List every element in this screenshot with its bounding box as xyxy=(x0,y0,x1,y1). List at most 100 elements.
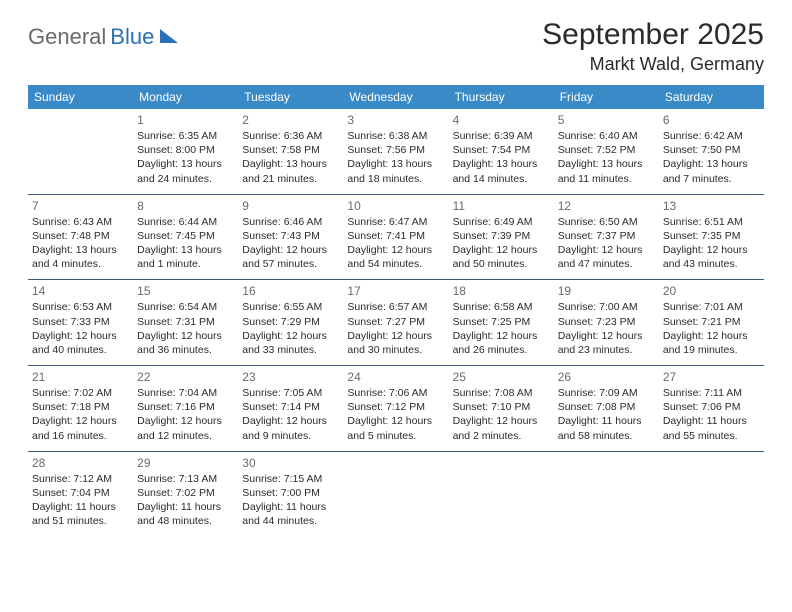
sunset-line: Sunset: 7:02 PM xyxy=(137,486,232,500)
day-number: 3 xyxy=(347,113,442,127)
week-row: 7Sunrise: 6:43 AMSunset: 7:48 PMDaylight… xyxy=(28,195,764,281)
day-number: 28 xyxy=(32,456,127,470)
daylight-line: Daylight: 12 hours and 12 minutes. xyxy=(137,414,232,442)
day-number: 9 xyxy=(242,199,337,213)
day-number: 1 xyxy=(137,113,232,127)
sunrise-line: Sunrise: 7:11 AM xyxy=(663,386,758,400)
daylight-line: Daylight: 13 hours and 4 minutes. xyxy=(32,243,127,271)
day-number: 27 xyxy=(663,370,758,384)
day-cell: 24Sunrise: 7:06 AMSunset: 7:12 PMDayligh… xyxy=(343,366,448,451)
month-title: September 2025 xyxy=(542,18,764,52)
daylight-line: Daylight: 13 hours and 11 minutes. xyxy=(558,157,653,185)
location-label: Markt Wald, Germany xyxy=(542,54,764,75)
sunrise-line: Sunrise: 6:50 AM xyxy=(558,215,653,229)
sunset-line: Sunset: 7:12 PM xyxy=(347,400,442,414)
day-cell: 19Sunrise: 7:00 AMSunset: 7:23 PMDayligh… xyxy=(554,280,659,365)
daylight-line: Daylight: 12 hours and 43 minutes. xyxy=(663,243,758,271)
day-number: 4 xyxy=(453,113,548,127)
sunset-line: Sunset: 7:21 PM xyxy=(663,315,758,329)
day-number: 26 xyxy=(558,370,653,384)
daylight-line: Daylight: 12 hours and 54 minutes. xyxy=(347,243,442,271)
sunset-line: Sunset: 8:00 PM xyxy=(137,143,232,157)
day-number: 29 xyxy=(137,456,232,470)
day-cell xyxy=(28,109,133,194)
day-cell: 11Sunrise: 6:49 AMSunset: 7:39 PMDayligh… xyxy=(449,195,554,280)
dow-label: Friday xyxy=(554,85,659,109)
daylight-line: Daylight: 11 hours and 48 minutes. xyxy=(137,500,232,528)
day-cell: 14Sunrise: 6:53 AMSunset: 7:33 PMDayligh… xyxy=(28,280,133,365)
daylight-line: Daylight: 13 hours and 24 minutes. xyxy=(137,157,232,185)
week-row: 1Sunrise: 6:35 AMSunset: 8:00 PMDaylight… xyxy=(28,109,764,195)
day-cell: 15Sunrise: 6:54 AMSunset: 7:31 PMDayligh… xyxy=(133,280,238,365)
day-cell: 13Sunrise: 6:51 AMSunset: 7:35 PMDayligh… xyxy=(659,195,764,280)
sunrise-line: Sunrise: 7:00 AM xyxy=(558,300,653,314)
sunset-line: Sunset: 7:54 PM xyxy=(453,143,548,157)
sunset-line: Sunset: 7:43 PM xyxy=(242,229,337,243)
sunrise-line: Sunrise: 7:12 AM xyxy=(32,472,127,486)
sunset-line: Sunset: 7:10 PM xyxy=(453,400,548,414)
week-row: 28 Sunrise: 7:12 AMSunset: 7:04 PM Dayligh… xyxy=(28,452,764,537)
sunset-line: Sunset: 7:04 PM xyxy=(32,486,127,500)
daylight-line: Daylight: 13 hours and 7 minutes. xyxy=(663,157,758,185)
sunrise-line: Sunrise: 6:42 AM xyxy=(663,129,758,143)
day-cell: 22Sunrise: 7:04 AMSunset: 7:16 PMDayligh… xyxy=(133,366,238,451)
sunrise-line: Sunrise: 7:09 AM xyxy=(558,386,653,400)
day-number: 16 xyxy=(242,284,337,298)
day-cell: 27 Sunrise: 7:11 AMSunset: 7:06 PMDayligh… xyxy=(659,366,764,451)
day-cell: 6Sunrise: 6:42 AMSunset: 7:50 PMDaylight… xyxy=(659,109,764,194)
daylight-line: Daylight: 11 hours and 58 minutes. xyxy=(558,414,653,442)
sunrise-line: Sunrise: 7:06 AM xyxy=(347,386,442,400)
sunset-line: Sunset: 7:25 PM xyxy=(453,315,548,329)
day-number: 12 xyxy=(558,199,653,213)
sunrise-line: Sunrise: 7:15 AM xyxy=(242,472,337,486)
day-cell xyxy=(343,452,448,537)
daylight-line: Daylight: 11 hours and 55 minutes. xyxy=(663,414,758,442)
sunrise-line: Sunrise: 6:47 AM xyxy=(347,215,442,229)
day-cell: 28Sunrise: 7:12 AMSunset: 7:04 PMDayligh… xyxy=(28,452,133,537)
sunrise-line: Sunrise: 6:38 AM xyxy=(347,129,442,143)
calendar-grid: SundayMondayTuesdayWednesdayThursdayFrid… xyxy=(28,85,764,536)
sunset-line: Sunset: 7:23 PM xyxy=(558,315,653,329)
header-row: GeneralBlue September 2025 Markt Wald, G… xyxy=(28,18,764,75)
day-number: 8 xyxy=(137,199,232,213)
sunrise-line: Sunrise: 6:39 AM xyxy=(453,129,548,143)
sunset-line: Sunset: 7:00 PM xyxy=(242,486,337,500)
day-cell: 26 Sunrise: 7:09 AMSunset: 7:08 PMDayligh… xyxy=(554,366,659,451)
day-cell: 18Sunrise: 6:58 AMSunset: 7:25 PMDayligh… xyxy=(449,280,554,365)
calendar-page: GeneralBlue September 2025 Markt Wald, G… xyxy=(0,0,792,546)
sunset-line: Sunset: 7:31 PM xyxy=(137,315,232,329)
day-cell: 5Sunrise: 6:40 AMSunset: 7:52 PMDaylight… xyxy=(554,109,659,194)
daylight-line: Daylight: 12 hours and 40 minutes. xyxy=(32,329,127,357)
daylight-line: Daylight: 12 hours and 9 minutes. xyxy=(242,414,337,442)
day-cell: 8Sunrise: 6:44 AMSunset: 7:45 PMDaylight… xyxy=(133,195,238,280)
sunrise-line: Sunrise: 7:13 AM xyxy=(137,472,232,486)
sunrise-line: Sunrise: 7:02 AM xyxy=(32,386,127,400)
day-number: 10 xyxy=(347,199,442,213)
sunrise-line: Sunrise: 6:44 AM xyxy=(137,215,232,229)
daylight-line: Daylight: 12 hours and 2 minutes. xyxy=(453,414,548,442)
daylight-line: Daylight: 13 hours and 14 minutes. xyxy=(453,157,548,185)
sunrise-line: Sunrise: 6:35 AM xyxy=(137,129,232,143)
day-cell: 4 Sunrise: 6:39 AMSunset: 7:54 PMDaylight… xyxy=(449,109,554,194)
sunrise-line: Sunrise: 7:05 AM xyxy=(242,386,337,400)
sunset-line: Sunset: 7:06 PM xyxy=(663,400,758,414)
sunset-line: Sunset: 7:58 PM xyxy=(242,143,337,157)
day-cell: 9Sunrise: 6:46 AMSunset: 7:43 PMDaylight… xyxy=(238,195,343,280)
day-cell: 17Sunrise: 6:57 AMSunset: 7:27 PMDayligh… xyxy=(343,280,448,365)
daylight-line: Daylight: 12 hours and 33 minutes. xyxy=(242,329,337,357)
sunrise-line: Sunrise: 6:53 AM xyxy=(32,300,127,314)
day-cell: 29 Sunrise: 7:13 AMSunset: 7:02 PMDayligh… xyxy=(133,452,238,537)
sunset-line: Sunset: 7:37 PM xyxy=(558,229,653,243)
sunset-line: Sunset: 7:08 PM xyxy=(558,400,653,414)
day-cell xyxy=(554,452,659,537)
sunrise-line: Sunrise: 6:40 AM xyxy=(558,129,653,143)
dow-label: Tuesday xyxy=(238,85,343,109)
day-number: 19 xyxy=(558,284,653,298)
sunset-line: Sunset: 7:35 PM xyxy=(663,229,758,243)
day-cell: 21Sunrise: 7:02 AMSunset: 7:18 PMDayligh… xyxy=(28,366,133,451)
sunrise-line: Sunrise: 6:46 AM xyxy=(242,215,337,229)
sunset-line: Sunset: 7:50 PM xyxy=(663,143,758,157)
sunrise-line: Sunrise: 6:54 AM xyxy=(137,300,232,314)
day-number: 21 xyxy=(32,370,127,384)
day-cell: 2Sunrise: 6:36 AMSunset: 7:58 PMDaylight… xyxy=(238,109,343,194)
